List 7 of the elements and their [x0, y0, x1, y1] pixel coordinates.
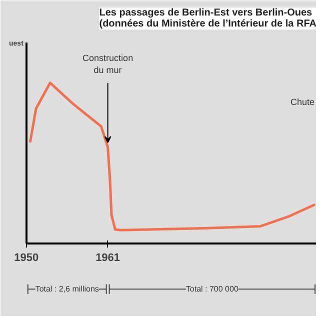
x-tick-label: 1950 — [14, 252, 39, 264]
x-tick-label: 1961 — [96, 252, 120, 264]
text: Total : 700 000 — [186, 284, 239, 294]
chart-title: Les passages de Berlin-Est vers Berlin-Oues (données du Ministère de l’Intérieur de la RFA — [99, 8, 317, 30]
annotation: Construction du mur — [82, 52, 134, 75]
text: Total : 2,6 millions — [35, 284, 99, 294]
annotation: Chute — [290, 97, 315, 108]
